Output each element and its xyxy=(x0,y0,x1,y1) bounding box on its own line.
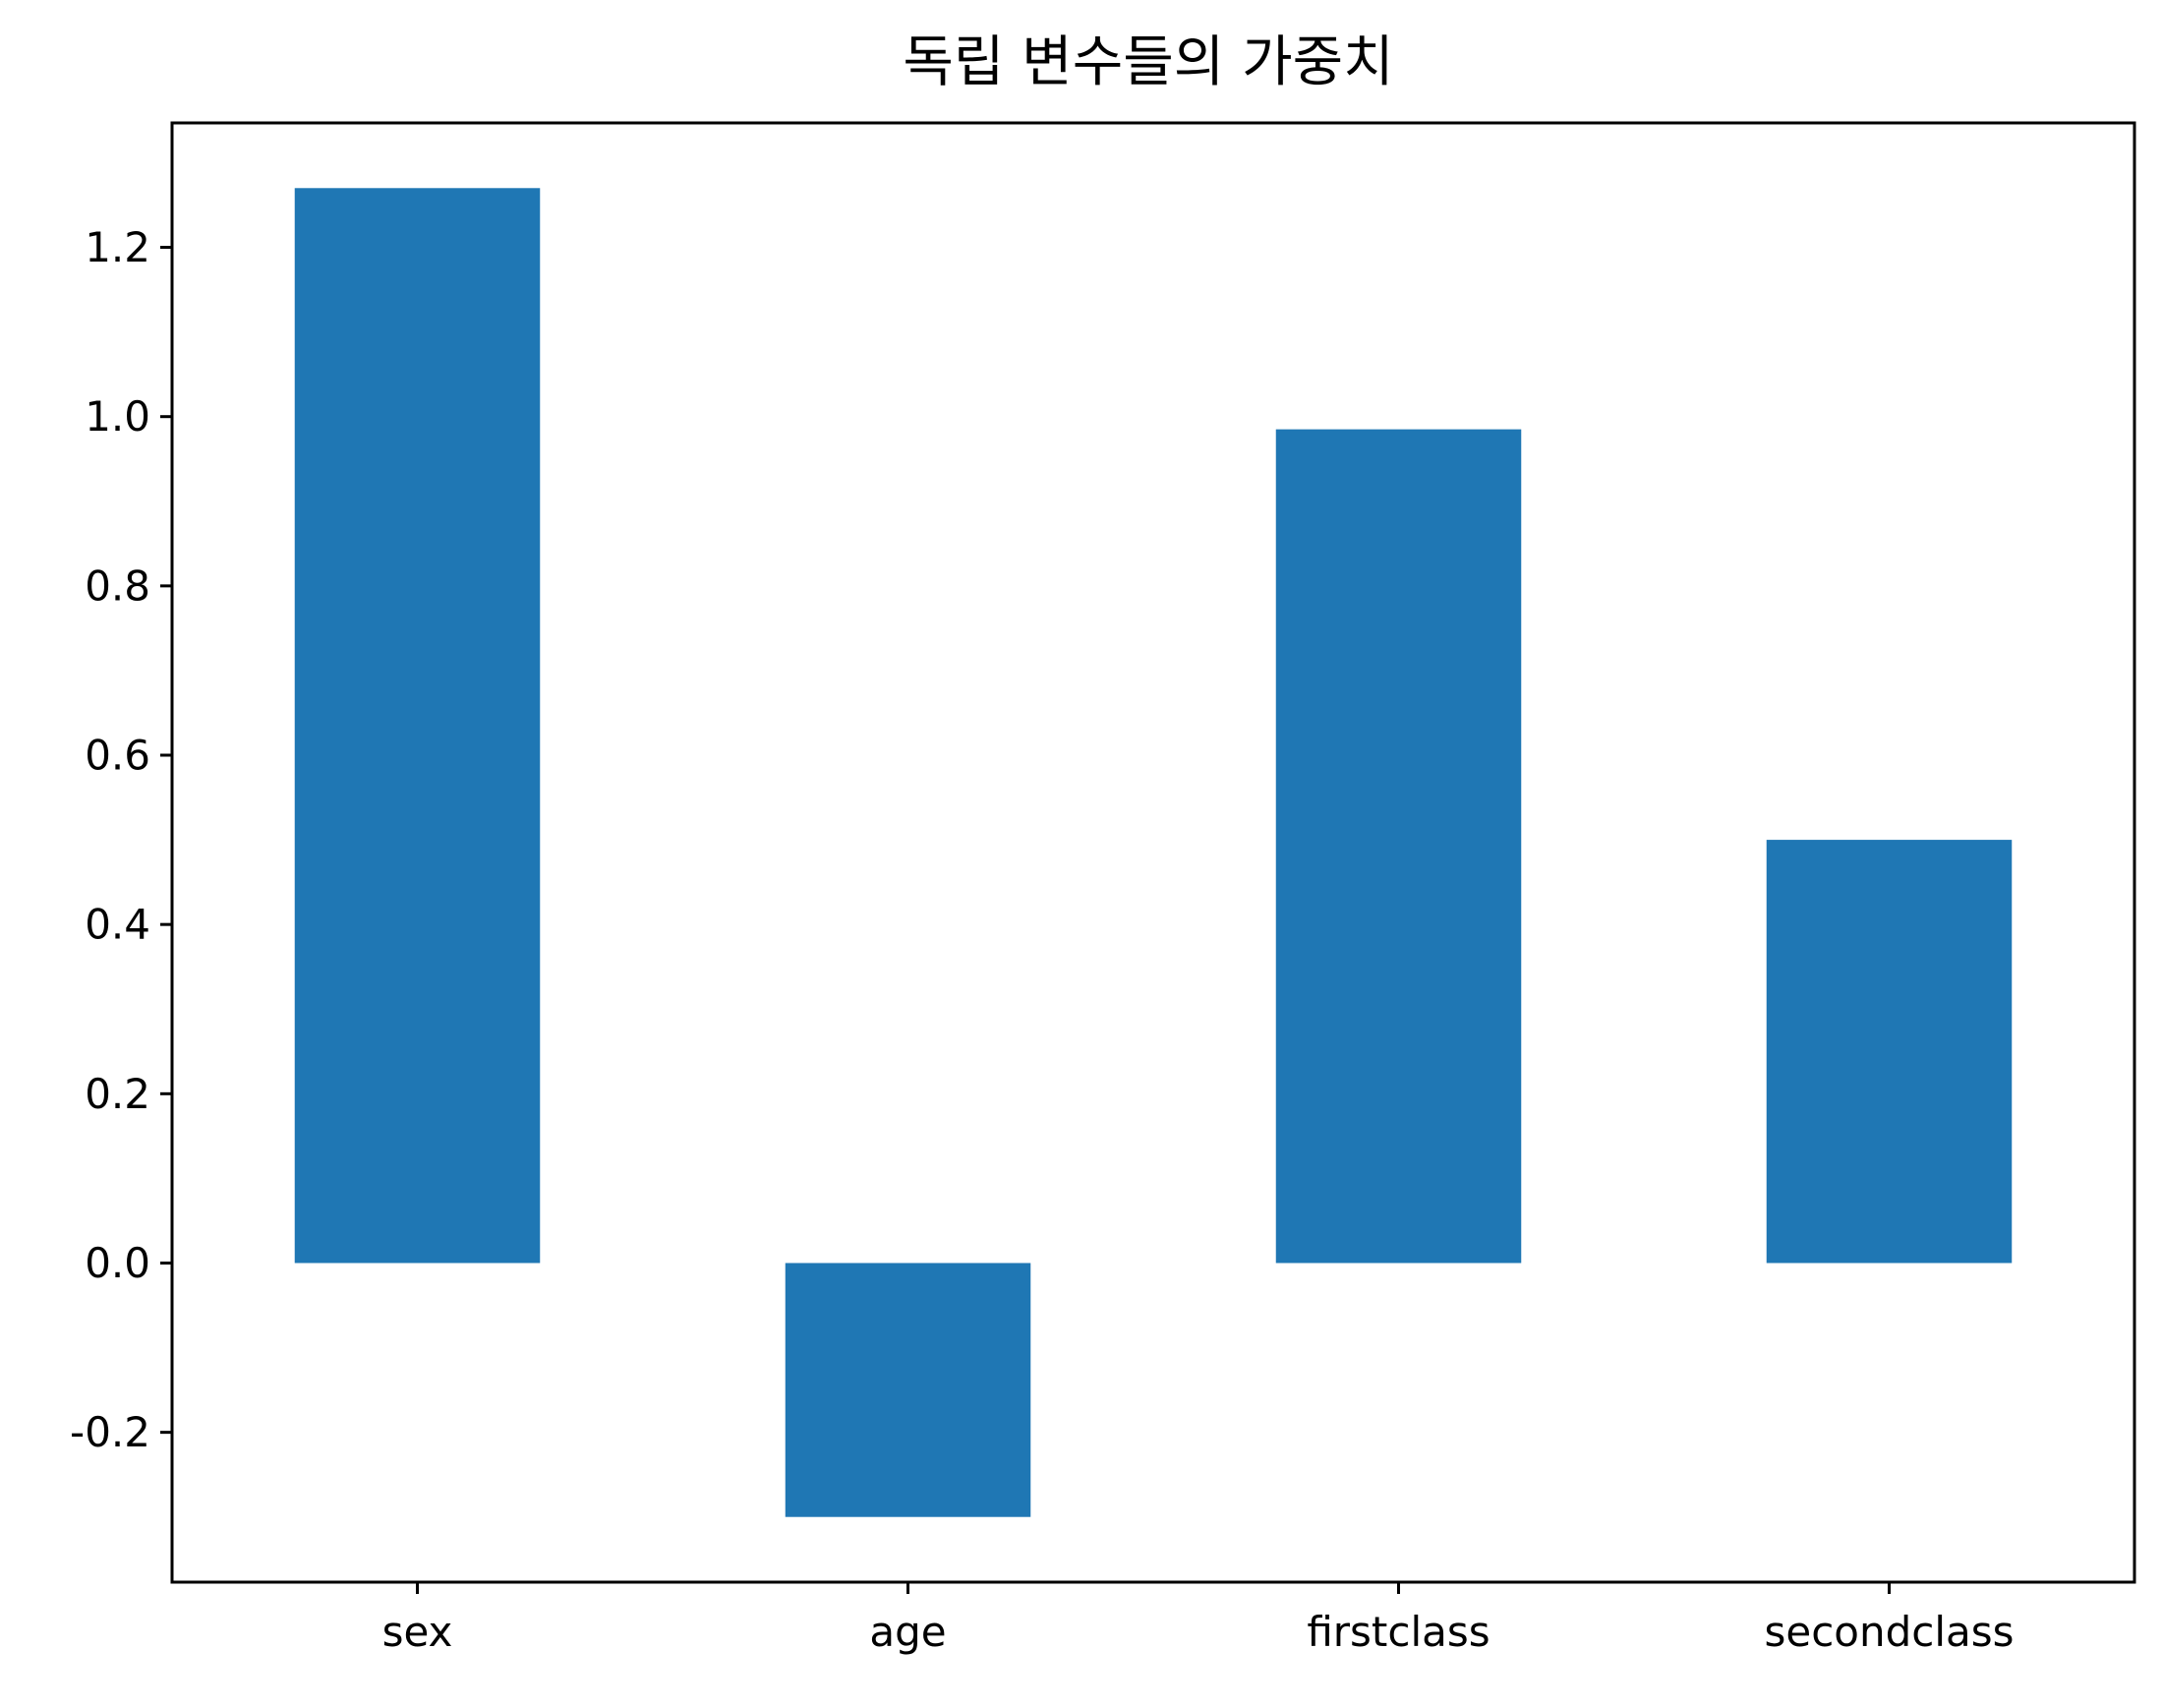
x-tick-label-firstclass: firstclass xyxy=(1307,1608,1490,1656)
y-tick-label: -0.2 xyxy=(70,1408,150,1456)
y-tick-label: 0.6 xyxy=(85,732,150,780)
y-tick-label: 1.0 xyxy=(85,392,150,441)
y-tick-label: 1.2 xyxy=(85,223,150,271)
bar-age xyxy=(785,1263,1031,1517)
bar-secondclass xyxy=(1766,840,2013,1264)
y-axis-ticks: -0.2 0.0 0.2 0.4 0.6 0.8 1.0 1.2 xyxy=(70,223,172,1456)
plot-frame xyxy=(170,121,2136,1584)
y-tick-label: 0.2 xyxy=(85,1070,150,1118)
chart-title: 독립 변수들의 가중치 xyxy=(903,30,1393,94)
x-tick-label-sex: sex xyxy=(382,1608,453,1656)
bar-firstclass xyxy=(1275,429,1522,1264)
x-tick-label-secondclass: secondclass xyxy=(1764,1608,2014,1656)
y-tick-label: 0.4 xyxy=(85,901,150,949)
bar-sex xyxy=(294,188,541,1264)
x-axis-ticks: sex age firstclass secondclass xyxy=(382,1582,2015,1656)
bars-layer xyxy=(294,188,2013,1517)
y-tick-label: 0.0 xyxy=(85,1239,150,1287)
x-tick-label-age: age xyxy=(869,1608,946,1656)
y-tick-label: 0.8 xyxy=(85,561,150,610)
